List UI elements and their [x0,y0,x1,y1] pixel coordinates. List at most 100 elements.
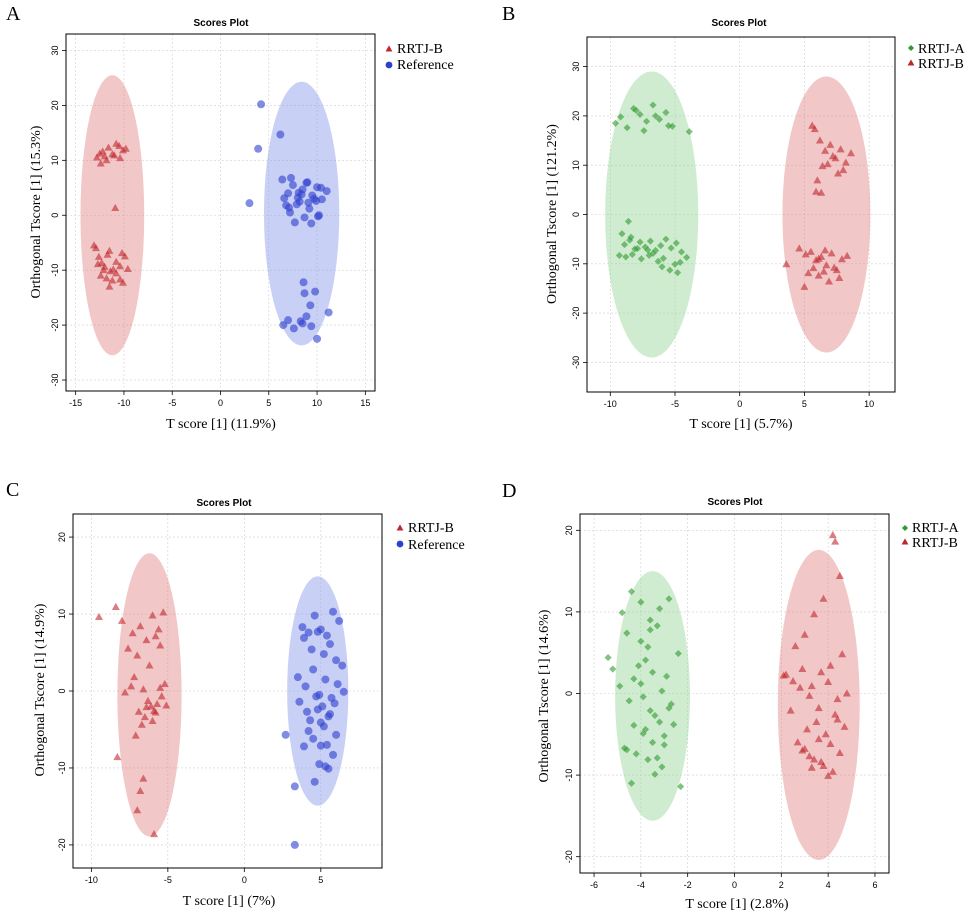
panel-c-legend-marker-reference [396,540,404,548]
panel-b: B Scores Plot -10 -5 0 5 10 -30 -20 -10 0 10 20 30… [502,3,965,432]
d-rrtj-b-point [824,771,833,779]
a-reference-point [257,100,266,109]
a-reference-point [299,278,308,287]
d-rrtj-a-point [660,732,668,740]
a-rrtj-b-point [112,257,121,265]
b-rrtj-b-point [822,261,831,269]
c-reference-point [326,640,334,649]
c-reference-point [295,697,304,706]
d-rrtj-a-point [637,637,645,645]
b-rrtj-a-point [637,255,645,263]
b-confidence-ellipse-0 [605,71,699,358]
b-rrtj-b-point [843,251,852,259]
a-rrtj-b-point [120,252,129,260]
b-y-tick-label: -30 [571,356,581,369]
d-rrtj-b-point [810,755,819,763]
c-rrtj-b-point [154,625,163,633]
a-legend-symbol [385,45,393,52]
c-reference-point [310,777,319,786]
panel-a-y-ticks: -30 -20 -10 0 10 20 30 [50,45,66,387]
c-reference-point [329,607,338,616]
c-rrtj-b-point [130,672,139,681]
c-reference-point [290,782,299,791]
d-rrtj-b-point [826,661,835,669]
d-rrtj-a-point [658,687,666,695]
a-reference-point [290,218,299,227]
c-rrtj-b-point [143,696,152,704]
panel-d-x-axis-label: T score [1] (2.8%) [685,897,788,912]
a-rrtj-b-point [103,250,112,258]
b-legend-symbol [907,44,915,52]
b-rrtj-b-point [837,255,846,263]
c-legend-symbol [396,524,404,531]
b-rrtj-a-point [683,253,691,261]
panel-a-ellipses [80,75,340,356]
c-reference-point [338,661,347,670]
a-reference-point [306,301,315,310]
a-rrtj-b-point [96,271,105,279]
panel-d-y-axis-label: Orthogonal Tscore [1] (14.6%) [537,609,552,782]
d-rrtj-a-point [609,665,617,673]
c-reference-point [319,650,328,659]
panel-c-legend-reference: Reference [408,538,465,553]
panel-b-x-ticks: -10 -5 0 5 10 [604,392,874,409]
d-rrtj-a-point [656,718,664,726]
c-reference-point [299,633,308,642]
a-reference-point [304,198,313,207]
b-rrtj-b-point [839,165,848,174]
b-rrtj-b-point [836,145,845,153]
d-x-tick-label: -6 [590,880,598,890]
c-reference-point [303,707,312,716]
d-rrtj-a-point [648,738,657,747]
a-rrtj-b-point [112,269,121,277]
c-y-tick-label: -20 [57,838,67,851]
a-x-tick-label: 5 [266,398,271,408]
panel-a-grid [66,34,375,391]
c-reference-point [316,741,325,750]
c-reference-point [304,727,313,736]
c-reference-point [339,687,348,696]
d-rrtj-b-point [826,739,835,748]
b-rrtj-a-point [624,217,632,225]
b-rrtj-b-point [814,271,823,279]
d-rrtj-a-point [644,643,652,651]
c-rrtj-b-point [133,651,142,659]
d-rrtj-a-point [625,697,633,705]
b-rrtj-a-point [674,269,682,277]
b-rrtj-a-point [654,257,662,265]
c-rrtj-b-point [133,806,142,814]
d-rrtj-a-point [653,622,661,630]
c-rrtj-b-point [147,702,156,710]
d-rrtj-a-point [674,649,682,658]
b-rrtj-b-point [821,246,830,254]
c-rrtj-b-point [148,611,157,619]
a-reference-point [284,316,293,325]
b-rrtj-a-point [657,241,665,250]
c-reference-point [313,627,322,636]
b-rrtj-a-point [659,254,667,262]
c-rrtj-b-point [145,661,154,669]
c-rrtj-b-point [134,707,143,715]
b-rrtj-a-point [642,117,651,125]
b-rrtj-a-point [668,122,676,130]
d-rrtj-a-point [627,779,636,787]
c-reference-point [306,716,315,725]
b-rrtj-b-point [809,264,818,272]
a-x-tick-label: 10 [312,398,322,408]
d-rrtj-b-point [798,664,807,672]
b-rrtj-b-point [825,277,833,285]
a-reference-point [324,308,333,317]
panel-a: A Scores Plot -15 -10 -5 0 5 10 15 -30 -20 -10 0 1… [6,3,454,432]
panel-c-y-axis-label: Orthogonal Tscore [1] (14.9%) [33,603,48,776]
c-rrtj-b-point [160,679,169,688]
panel-b-letter: B [502,3,515,25]
d-rrtj-a-point [670,720,678,729]
b-y-tick-label: 20 [571,111,581,121]
d-rrtj-a-point [656,605,664,613]
a-reference-point [276,130,285,139]
c-rrtj-b-point [137,720,146,728]
a-x-tick-label: -15 [69,398,82,408]
b-rrtj-a-point [649,249,657,258]
d-rrtj-a-point [616,682,624,690]
